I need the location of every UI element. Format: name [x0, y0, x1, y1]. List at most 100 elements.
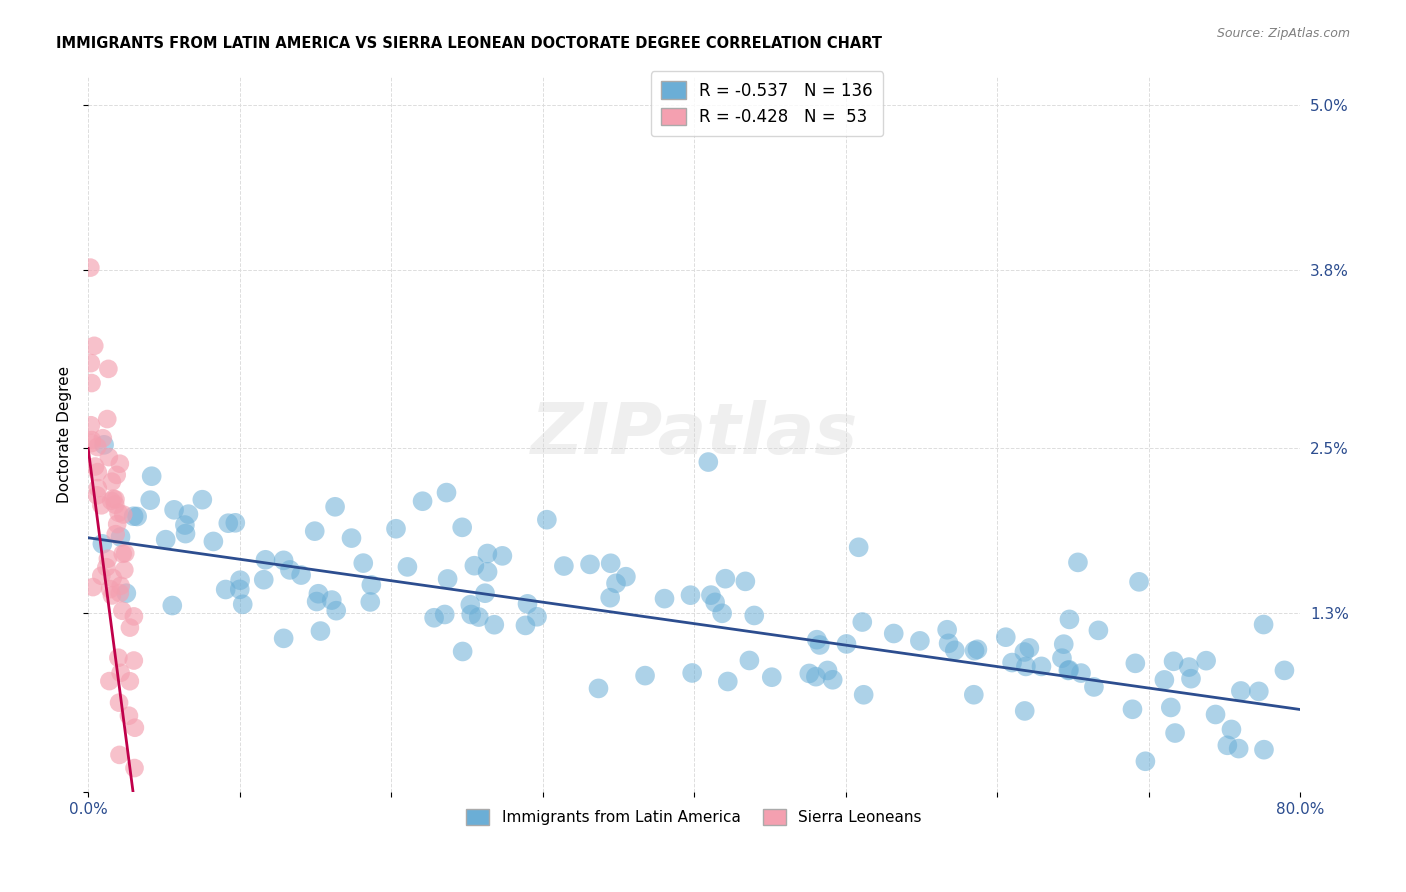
Legend: Immigrants from Latin America, Sierra Leoneans: Immigrants from Latin America, Sierra Le… [457, 800, 931, 834]
Point [91, 431, 114, 445]
Point [806, 632, 828, 647]
Point [994, 630, 1017, 644]
Point [634, 668, 657, 682]
Point [458, 598, 481, 612]
Point [536, 513, 558, 527]
Point [1253, 617, 1275, 632]
Point [1031, 659, 1053, 673]
Point [714, 572, 737, 586]
Point [104, 498, 127, 512]
Point [101, 589, 124, 603]
Point [177, 507, 200, 521]
Point [96, 560, 118, 574]
Point [451, 644, 474, 658]
Point [908, 633, 931, 648]
Point [474, 586, 496, 600]
Point [101, 571, 124, 585]
Point [654, 591, 676, 606]
Point [114, 546, 136, 560]
Point [463, 558, 485, 573]
Point [103, 491, 125, 506]
Point [734, 574, 756, 589]
Point [808, 638, 831, 652]
Point [804, 670, 827, 684]
Point [108, 696, 131, 710]
Point [273, 632, 295, 646]
Point [307, 587, 329, 601]
Point [115, 586, 138, 600]
Point [436, 485, 458, 500]
Point [1015, 659, 1038, 673]
Point [1128, 574, 1150, 589]
Point [80, 433, 103, 447]
Point [1253, 742, 1275, 756]
Point [436, 572, 458, 586]
Point [1135, 754, 1157, 768]
Point [1067, 555, 1090, 569]
Point [91, 537, 114, 551]
Point [110, 579, 132, 593]
Point [86, 488, 108, 502]
Text: ZIPatlas: ZIPatlas [530, 401, 858, 469]
Point [605, 576, 627, 591]
Point [704, 595, 727, 609]
Point [229, 573, 252, 587]
Point [98, 674, 121, 689]
Point [963, 688, 986, 702]
Point [681, 665, 703, 680]
Point [202, 534, 225, 549]
Point [848, 541, 870, 555]
Point [309, 624, 332, 638]
Point [717, 674, 740, 689]
Point [451, 520, 474, 534]
Point [96, 412, 118, 426]
Point [84, 459, 107, 474]
Point [101, 475, 124, 489]
Point [1160, 700, 1182, 714]
Point [599, 556, 621, 570]
Point [100, 493, 122, 508]
Point [97, 551, 120, 566]
Point [679, 588, 702, 602]
Point [1274, 664, 1296, 678]
Point [1195, 654, 1218, 668]
Point [139, 493, 162, 508]
Point [127, 509, 149, 524]
Point [1057, 664, 1080, 678]
Point [1227, 741, 1250, 756]
Point [98, 582, 121, 596]
Point [1220, 723, 1243, 737]
Point [122, 653, 145, 667]
Point [1121, 702, 1143, 716]
Point [325, 604, 347, 618]
Point [111, 547, 134, 561]
Point [107, 506, 129, 520]
Point [305, 594, 328, 608]
Point [321, 593, 343, 607]
Point [80, 356, 103, 370]
Point [124, 761, 146, 775]
Point [104, 492, 127, 507]
Point [936, 623, 959, 637]
Point [1018, 640, 1040, 655]
Point [738, 653, 761, 667]
Point [1205, 707, 1227, 722]
Point [290, 568, 312, 582]
Point [460, 607, 482, 622]
Point [105, 467, 128, 482]
Point [80, 418, 103, 433]
Point [1153, 673, 1175, 687]
Point [1001, 656, 1024, 670]
Point [162, 599, 184, 613]
Point [966, 642, 988, 657]
Point [97, 450, 120, 464]
Point [799, 666, 821, 681]
Point [1050, 651, 1073, 665]
Point [516, 597, 538, 611]
Point [1230, 684, 1253, 698]
Point [97, 362, 120, 376]
Point [396, 560, 419, 574]
Point [359, 595, 381, 609]
Point [111, 604, 134, 618]
Point [1053, 637, 1076, 651]
